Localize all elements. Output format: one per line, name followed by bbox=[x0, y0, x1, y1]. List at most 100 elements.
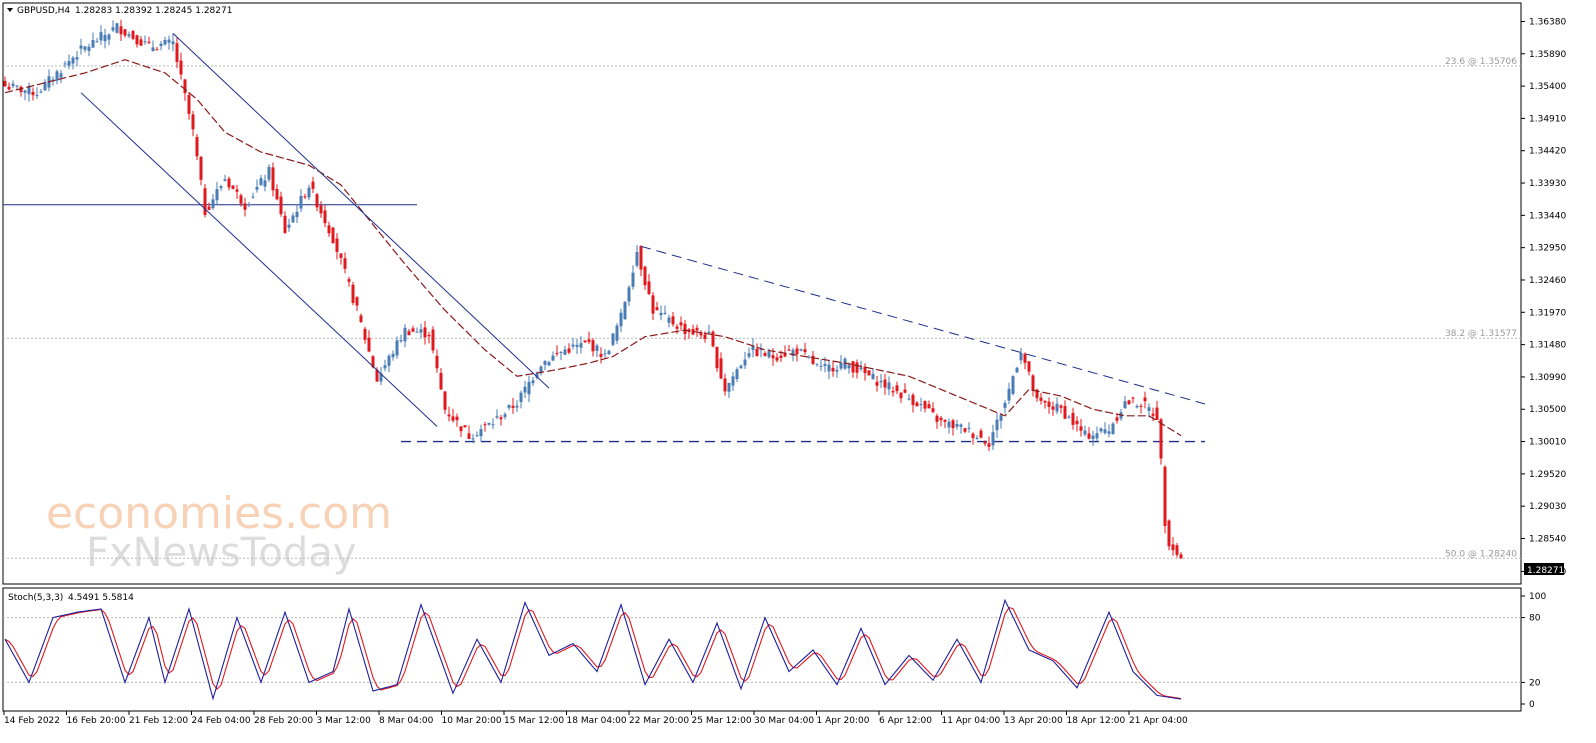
candle-body bbox=[103, 34, 107, 42]
candle-body bbox=[791, 349, 795, 356]
ohlc-values: 1.28283 1.28392 1.28245 1.28271 bbox=[75, 6, 232, 16]
candle-body bbox=[575, 344, 579, 347]
candle-body bbox=[167, 39, 171, 43]
candle-body bbox=[1007, 388, 1011, 401]
candle-body bbox=[227, 178, 231, 188]
candle-body bbox=[635, 251, 639, 266]
price-tick-label: 1.29520 bbox=[1529, 470, 1566, 480]
candle-body bbox=[871, 373, 875, 379]
price-tick-label: 1.32950 bbox=[1529, 244, 1566, 254]
candle-body bbox=[443, 391, 447, 410]
main-chart-panel[interactable] bbox=[2, 2, 1522, 585]
candle-body bbox=[703, 334, 707, 340]
candle-body bbox=[459, 426, 463, 432]
time-tick-label: 15 Mar 12:00 bbox=[504, 716, 564, 726]
candle-body bbox=[963, 428, 967, 432]
candle-body bbox=[235, 189, 239, 192]
candle-body bbox=[79, 45, 83, 49]
candle-body bbox=[35, 95, 39, 97]
candle-body bbox=[435, 355, 439, 369]
candle-body bbox=[899, 392, 903, 399]
candle-body bbox=[1151, 413, 1155, 416]
candle-body bbox=[307, 187, 311, 198]
candle-body bbox=[783, 352, 787, 357]
candle-body bbox=[135, 35, 139, 45]
horizontal-levels bbox=[3, 204, 1205, 443]
candle-body bbox=[643, 266, 647, 286]
candle-body bbox=[523, 386, 527, 393]
candle-body bbox=[975, 437, 979, 439]
time-tick-label: 18 Mar 04:00 bbox=[567, 716, 627, 726]
candle-body bbox=[1099, 428, 1103, 432]
candle-body bbox=[1019, 352, 1023, 361]
candle-body bbox=[259, 178, 263, 186]
time-tick-label: 18 Apr 12:00 bbox=[1067, 716, 1126, 726]
candle-body bbox=[623, 301, 627, 320]
candle-body bbox=[555, 352, 559, 354]
moving-average bbox=[4, 59, 1182, 437]
candle-body bbox=[1167, 520, 1171, 547]
time-tick-label: 13 Apr 20:00 bbox=[1004, 716, 1063, 726]
price-tick-label: 1.34910 bbox=[1529, 114, 1566, 124]
candle-body bbox=[1079, 426, 1083, 431]
candle-body bbox=[83, 46, 87, 50]
candle-body bbox=[375, 369, 379, 382]
price-tick-label: 1.34420 bbox=[1529, 147, 1566, 157]
candle-body bbox=[463, 425, 467, 428]
dropdown-triangle-icon[interactable] bbox=[7, 8, 13, 12]
candle-body bbox=[111, 27, 115, 31]
candle-body bbox=[1083, 430, 1087, 435]
candle-body bbox=[299, 195, 303, 209]
price-tick-label: 1.30010 bbox=[1529, 438, 1566, 448]
candle-body bbox=[1143, 397, 1147, 402]
candle-body bbox=[759, 349, 763, 351]
candle-body bbox=[767, 351, 771, 358]
candle-body bbox=[1067, 416, 1071, 418]
stochastic-panel[interactable] bbox=[2, 587, 1522, 712]
candle-body bbox=[207, 206, 211, 210]
candle-body bbox=[855, 362, 859, 373]
candle-body bbox=[815, 363, 819, 365]
price-tick-label: 1.33440 bbox=[1529, 211, 1566, 221]
candle-body bbox=[947, 421, 951, 428]
candle-body bbox=[319, 205, 323, 214]
trendline-2 bbox=[640, 245, 1206, 405]
candle-body bbox=[123, 29, 127, 36]
candle-body bbox=[1163, 466, 1167, 526]
candle-body bbox=[11, 83, 15, 86]
stoch-values: 4.5491 5.5814 bbox=[68, 593, 134, 603]
trendlines bbox=[80, 32, 1206, 427]
candle-body bbox=[15, 85, 19, 87]
candle-body bbox=[195, 136, 199, 157]
candle-body bbox=[43, 81, 47, 91]
candle-body bbox=[503, 414, 507, 418]
candle-body bbox=[1071, 412, 1075, 425]
last-price-label: 1.28271 bbox=[1527, 566, 1564, 576]
candle-body bbox=[535, 373, 539, 378]
candle-body bbox=[875, 381, 879, 386]
fib-label-2: 50.0 @ 1.28240 bbox=[1445, 549, 1517, 559]
candle-body bbox=[95, 41, 99, 43]
candle-body bbox=[1047, 401, 1051, 407]
last-price-tag bbox=[1524, 563, 1564, 575]
price-tick-label: 1.30990 bbox=[1529, 373, 1566, 383]
candle-body bbox=[363, 328, 367, 340]
candle-body bbox=[91, 40, 95, 48]
candle-body bbox=[883, 379, 887, 388]
symbol-label: GBPUSD,H4 bbox=[17, 6, 70, 16]
candle-body bbox=[995, 419, 999, 431]
time-tick-label: 1 Apr 20:00 bbox=[817, 716, 870, 726]
candle-body bbox=[859, 367, 863, 370]
candle-body bbox=[315, 194, 319, 208]
candle-body bbox=[475, 435, 479, 437]
time-tick-label: 28 Feb 20:00 bbox=[254, 716, 313, 726]
candle-body bbox=[811, 355, 815, 364]
candle-body bbox=[679, 322, 683, 326]
candle-body bbox=[563, 349, 567, 355]
candle-body bbox=[179, 60, 183, 75]
candle-body bbox=[311, 181, 315, 189]
candle-body bbox=[819, 365, 823, 367]
candle-body bbox=[1179, 554, 1183, 559]
candle-body bbox=[691, 329, 695, 335]
